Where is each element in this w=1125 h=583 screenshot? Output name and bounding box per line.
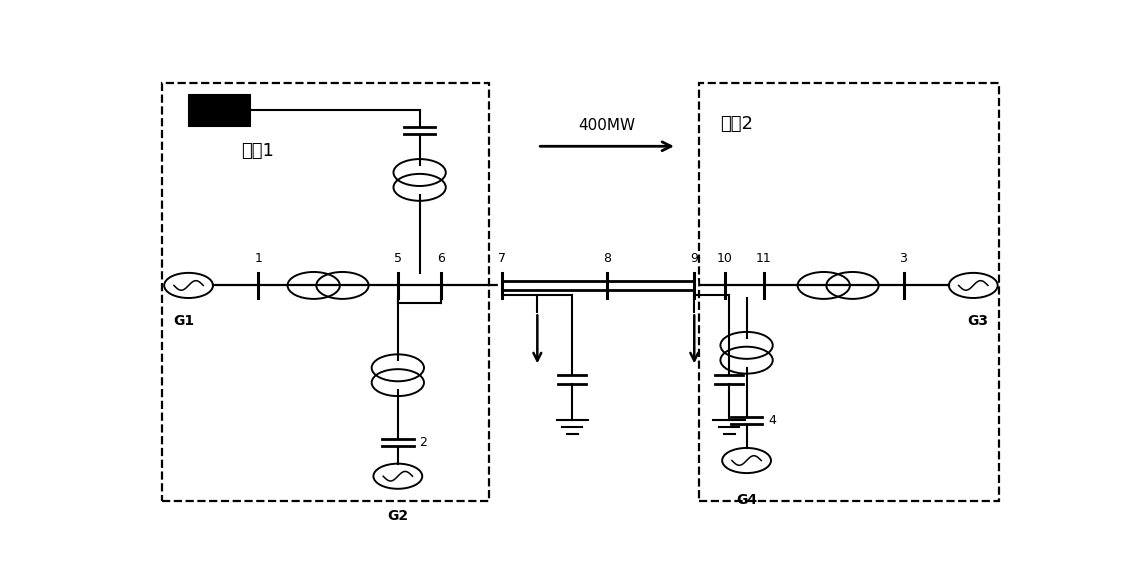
Text: 10: 10 xyxy=(717,252,732,265)
Text: 3: 3 xyxy=(900,252,908,265)
Text: 5: 5 xyxy=(394,252,402,265)
Text: G4: G4 xyxy=(736,493,757,507)
Text: G1: G1 xyxy=(173,314,195,328)
Text: 11: 11 xyxy=(756,252,772,265)
Text: 7: 7 xyxy=(498,252,506,265)
Text: 区块2: 区块2 xyxy=(720,115,754,133)
Text: 400MW: 400MW xyxy=(578,118,636,133)
Text: 1: 1 xyxy=(254,252,262,265)
Text: 4: 4 xyxy=(768,413,776,427)
Text: 6: 6 xyxy=(438,252,446,265)
Text: 2: 2 xyxy=(420,436,428,449)
Text: 区块1: 区块1 xyxy=(241,142,273,160)
Text: G2: G2 xyxy=(387,509,408,523)
Text: G3: G3 xyxy=(968,314,988,328)
Bar xyxy=(189,94,250,126)
Text: 8: 8 xyxy=(603,252,611,265)
Text: 9: 9 xyxy=(691,252,699,265)
